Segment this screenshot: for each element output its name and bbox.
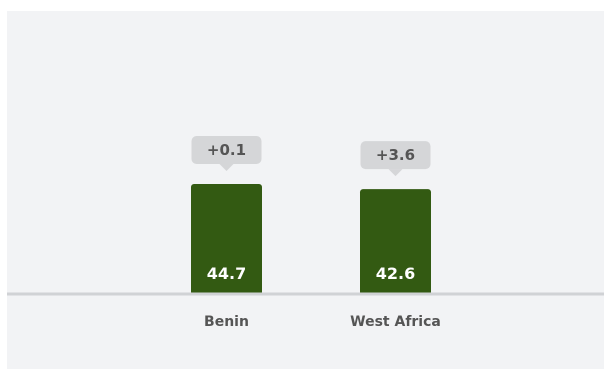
change-callout-box-benin [191,136,262,164]
change-callout-pointer-west-africa [388,169,403,177]
change-callout-benin: +0.1 [191,136,262,171]
change-label-west-africa: +3.6 [376,146,415,164]
category-label-benin: Benin [204,314,249,330]
change-callout-box-west-africa [360,141,431,170]
change-callout-west-africa: +3.6 [360,141,431,177]
change-callout-pointer-benin [219,164,234,171]
value-label-benin: 44.7 [207,264,246,283]
x-axis-baseline [7,292,604,296]
bars-layer [191,184,431,295]
change-label-benin: +0.1 [207,141,246,159]
bar-benin [191,184,262,295]
chart-panel [7,11,604,369]
bar-west-africa [360,189,431,295]
labels-layer: 44.7 +0.1 Benin 42.6 +3.6 West Africa [191,136,441,330]
category-label-west-africa: West Africa [350,314,441,330]
value-label-west-africa: 42.6 [376,264,415,283]
